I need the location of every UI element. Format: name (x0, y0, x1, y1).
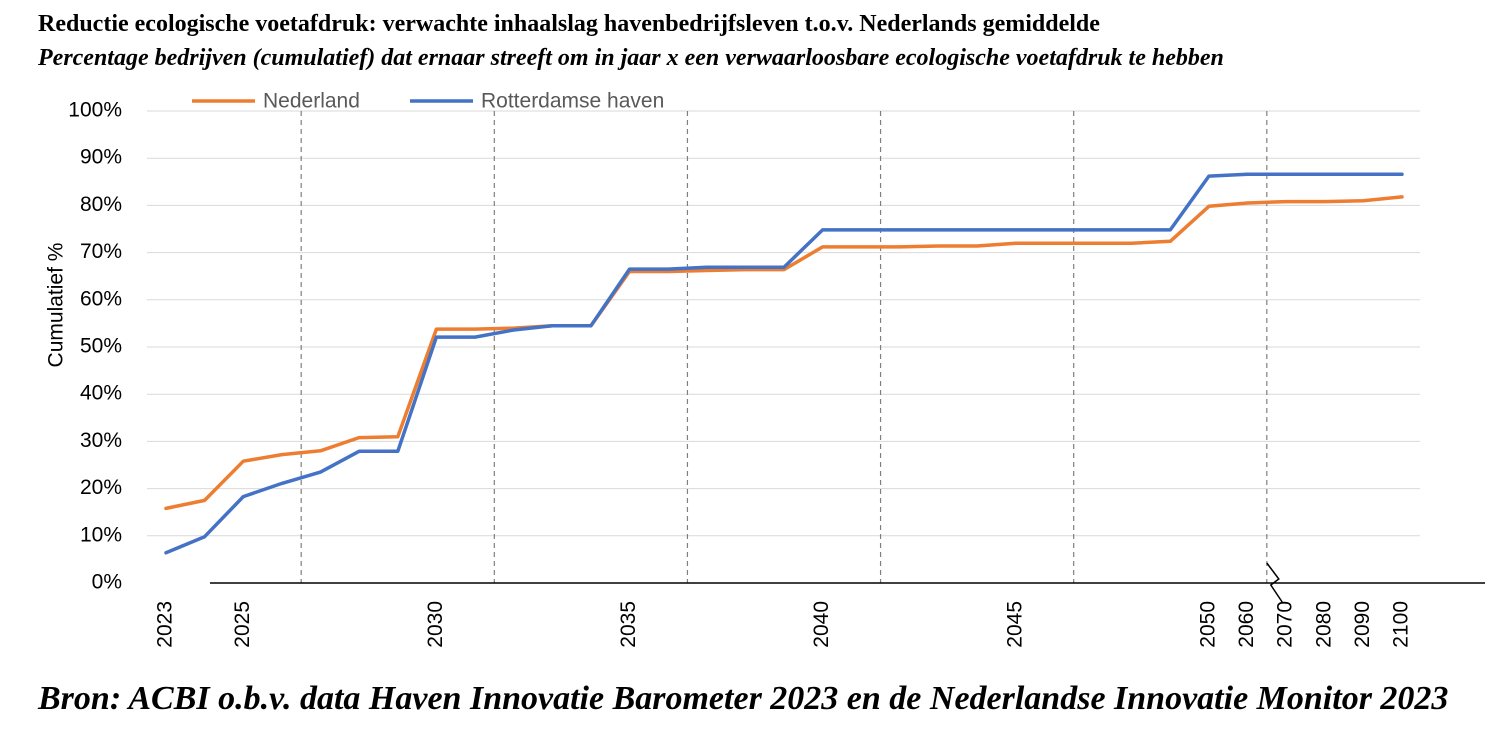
series-line-nederland (164, 195, 1404, 511)
legend-label: Rotterdamse haven (481, 90, 664, 113)
y-tick-label: 100% (68, 99, 122, 122)
chart-title: Reductie ecologische voetafdruk: verwach… (38, 11, 1100, 37)
x-tick-label: 2025 (231, 601, 254, 648)
source-note: Bron: ACBI o.b.v. data Haven Innovatie B… (38, 680, 1449, 717)
y-tick-label: 40% (80, 382, 122, 405)
y-tick-label: 70% (80, 240, 122, 263)
legend: Nederland Rotterdamse haven (192, 90, 664, 113)
x-axis (210, 562, 1485, 604)
x-tick-label: 2060 (1235, 601, 1258, 648)
x-tick-label: 2080 (1312, 601, 1335, 648)
dashed-vertical-lines (300, 111, 1268, 583)
x-tick-label: 2070 (1274, 601, 1297, 648)
chart-subtitle: Percentage bedrijven (cumulatief) dat er… (38, 45, 1224, 71)
y-tick-label: 90% (80, 146, 122, 169)
x-tick-labels: 2023 2025 2030 2035 2040 2045 2050 2060 2070 2080… (154, 601, 1413, 648)
x-tick-label: 2035 (617, 601, 640, 648)
y-tick-label: 60% (80, 287, 122, 310)
x-tick-label: 2030 (424, 601, 447, 648)
axis-break-mark (1266, 562, 1284, 604)
y-tick-label: 80% (80, 193, 122, 216)
x-tick-label: 2100 (1390, 601, 1413, 648)
y-tick-label: 30% (80, 429, 122, 452)
y-axis-label: Cumulatief % (45, 243, 68, 368)
x-tick-label: 2045 (1003, 601, 1026, 648)
x-tick-label: 2023 (154, 601, 177, 648)
x-tick-label: 2050 (1196, 601, 1219, 648)
x-tick-label: 2040 (810, 601, 833, 648)
y-tick-label: 10% (80, 523, 122, 546)
y-tick-labels: 0% 10% 20% 30% 40% 50% 60% 70% 80% 90% 100% (68, 99, 122, 594)
series-lines (164, 172, 1404, 555)
x-tick-label: 2090 (1351, 601, 1374, 648)
y-tick-label: 50% (80, 335, 122, 358)
y-tick-label: 20% (80, 476, 122, 499)
series-line-rotterdamse-haven (164, 172, 1404, 555)
y-tick-label: 0% (92, 571, 122, 594)
legend-label: Nederland (263, 90, 360, 113)
